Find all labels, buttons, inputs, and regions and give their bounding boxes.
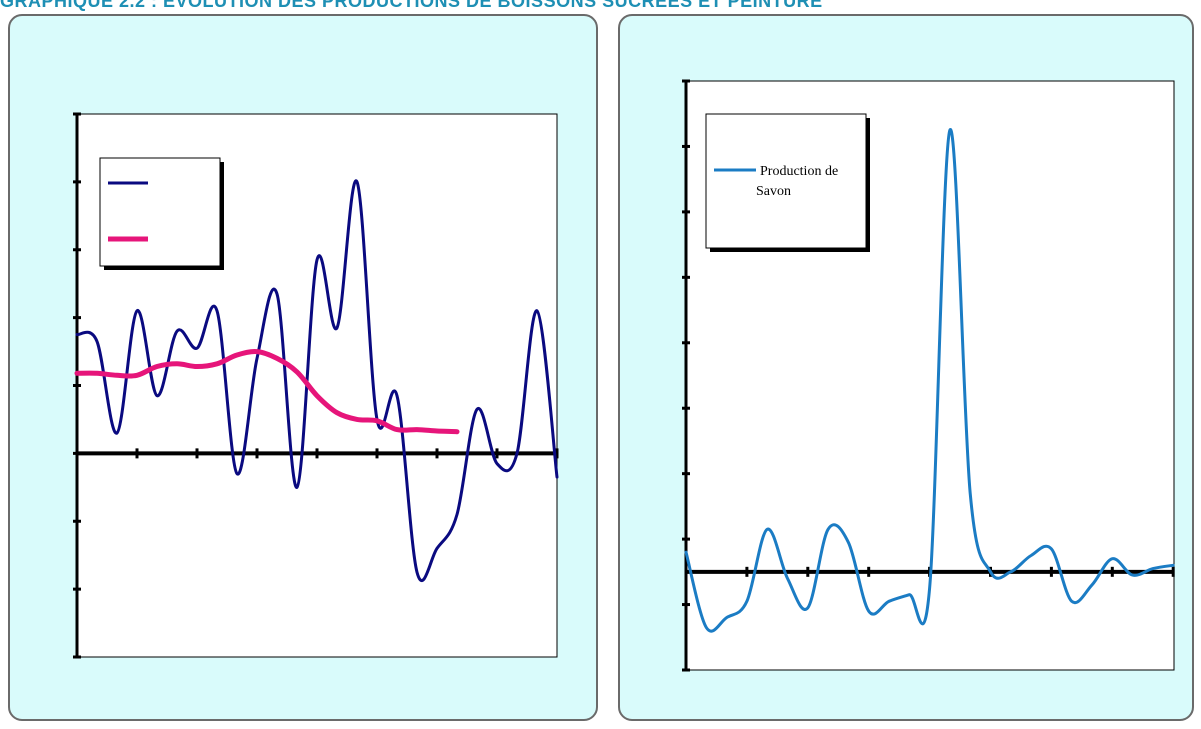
series-line-0 (75, 179, 559, 583)
legend-box (99, 157, 221, 267)
legend-box (705, 113, 867, 249)
legend-label: Production de Savon (756, 164, 838, 199)
page-heading: GRAPHIQUE 2.2 : ÉVOLUTION DES PRODUCTION… (0, 0, 823, 11)
series-line-0 (684, 128, 1175, 633)
chart-ciment (73, 112, 559, 659)
chart-panel-ciment (8, 14, 598, 721)
series-line-1 (74, 348, 460, 435)
chart-savon: Production de Savon (682, 79, 1175, 672)
chart-panel-savon: Production de Savon (618, 14, 1194, 721)
